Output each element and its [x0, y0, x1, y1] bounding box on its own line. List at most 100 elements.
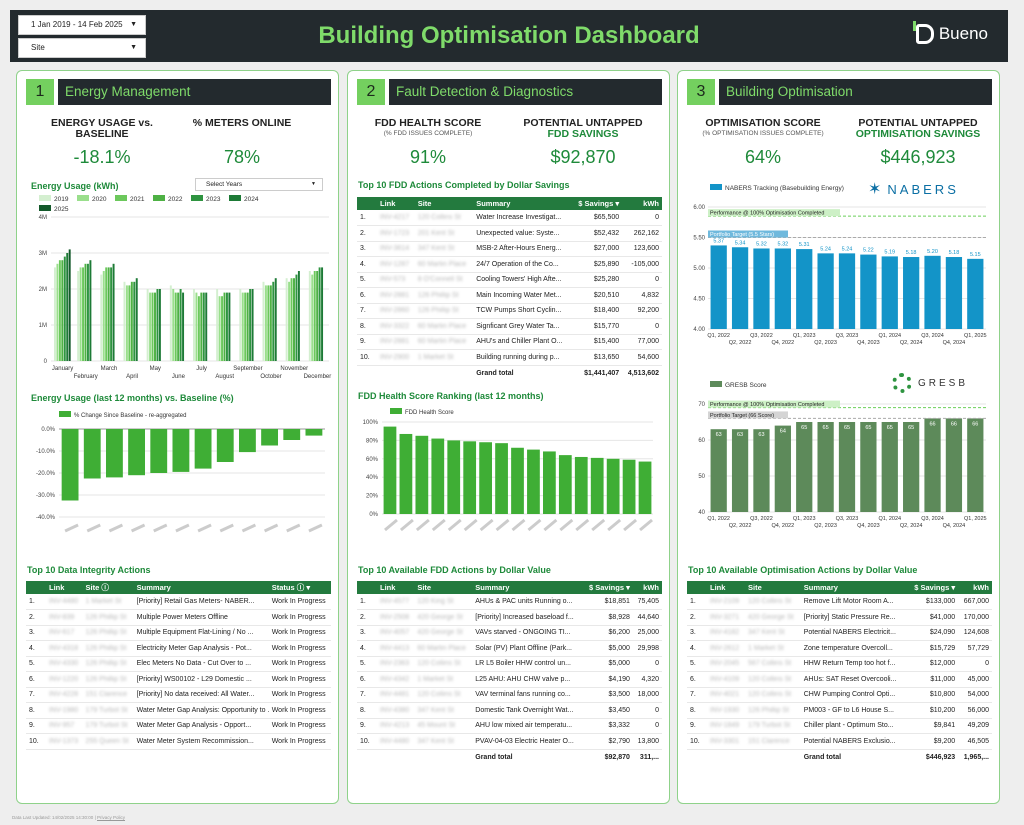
table-row[interactable]: 10. INV-1373 255 Queen St Water Meter Syste…	[26, 733, 331, 750]
table-row[interactable]: 3. INV-4182 347 Kent St Potential NABERS El…	[687, 625, 992, 641]
table-cell[interactable]: INV-2508	[377, 609, 415, 626]
table-row[interactable]: 8. INV-4380 347 Kent St Domestic Tank Overn…	[357, 702, 662, 719]
table-cell[interactable]: INV-573	[377, 272, 415, 288]
table-cell[interactable]: INV-617	[46, 625, 83, 641]
table-row[interactable]: 5. INV-2363 120 Collins St LR L5 Boiler HHW…	[357, 656, 662, 672]
table-row[interactable]: 6. INV-4342 1 Market St L25 AHU: AHU CHW va…	[357, 671, 662, 688]
table-row[interactable]: 5. INV-4330 126 Phillip St Elec Meters No D…	[26, 656, 331, 672]
col-site[interactable]: Site ⓘ	[82, 581, 134, 594]
col-summary[interactable]: Summary	[800, 581, 908, 594]
table-cell[interactable]: INV-4228	[46, 687, 83, 703]
site-select[interactable]: Site ▼	[18, 38, 146, 58]
table-cell[interactable]: INV-957	[46, 718, 83, 734]
table-cell[interactable]: INV-1723	[377, 225, 415, 242]
col-summary[interactable]: Summary	[473, 197, 572, 210]
table-cell[interactable]: INV-2881	[377, 334, 415, 350]
table-cell[interactable]: INV-3301	[707, 733, 746, 750]
col-link[interactable]: Link	[377, 197, 415, 210]
table-cell[interactable]: INV-4577	[377, 594, 415, 610]
table-cell[interactable]: INV-1220	[46, 671, 83, 688]
table-cell[interactable]: INV-4217	[377, 210, 415, 226]
table-row[interactable]: 7. INV-4481 120 Collins St VAV terminal fan…	[357, 687, 662, 703]
table-cell[interactable]: INV-2900	[377, 349, 415, 366]
table-row[interactable]: 5. INV-2045 567 Collins St HHW Return Temp …	[687, 656, 992, 672]
table-row[interactable]: 1. INV-2109 120 Collins St Remove Lift Moto…	[687, 594, 992, 610]
table-row[interactable]: 6. INV-2881 126 Phillip St Main Incoming Wa…	[357, 287, 662, 304]
col-site[interactable]: Site	[414, 197, 474, 210]
select-years-dropdown[interactable]: Select Years ▼	[195, 178, 323, 191]
table-row[interactable]: 7. INV-4228 151 Clarence [Priority] No data…	[26, 687, 331, 703]
table-cell[interactable]: INV-2881	[377, 287, 415, 304]
col-savings[interactable]: $ Savings ▾	[571, 197, 623, 210]
col-link[interactable]: Link	[46, 581, 83, 594]
table-cell[interactable]: INV-4480	[377, 733, 415, 750]
col-savings[interactable]: $ Savings ▾	[583, 581, 633, 594]
col-summary[interactable]: Summary	[133, 581, 269, 594]
table-row[interactable]: 7. INV-2860 126 Phillip St TCW Pumps Short …	[357, 303, 662, 319]
table-cell[interactable]: INV-4330	[46, 656, 83, 672]
col-kwh[interactable]: kWh	[632, 581, 662, 594]
table-cell[interactable]: INV-2045	[707, 656, 746, 672]
table-cell[interactable]: INV-1980	[46, 702, 83, 719]
table-row[interactable]: 8. INV-3322 60 Martin Place Signficant Grey…	[357, 318, 662, 335]
table-cell[interactable]: INV-1287	[377, 256, 415, 273]
table-row[interactable]: 9. INV-4213 45 Mount St AHU low mixed air t…	[357, 718, 662, 734]
table-cell[interactable]: INV-4109	[707, 671, 746, 688]
date-range-select[interactable]: 1 Jan 2019 - 14 Feb 2025 ▼	[18, 15, 146, 35]
table-row[interactable]: 4. INV-1287 60 Martin Place 24/7 Operation …	[357, 256, 662, 273]
table-cell[interactable]: INV-3614	[377, 241, 415, 257]
table-row[interactable]: 4. INV-2612 1 Market St Zone temperature Ov…	[687, 640, 992, 657]
col-summary[interactable]: Summary	[472, 581, 584, 594]
table-row[interactable]: 10. INV-4480 347 Kent St PVAV-04-03 Electri…	[357, 733, 662, 750]
table-cell[interactable]: INV-2612	[707, 640, 746, 657]
table-row[interactable]: 2. INV-2508 420 George St [Priority] Increa…	[357, 609, 662, 626]
table-row[interactable]: 7. INV-4021 120 Collins St CHW Pumping Cont…	[687, 687, 992, 703]
table-row[interactable]: 9. INV-957 179 Turbot St Water Meter Gap An…	[26, 718, 331, 734]
table-cell[interactable]: INV-4380	[377, 702, 415, 719]
table-cell[interactable]: INV-4481	[377, 687, 415, 703]
col-site[interactable]: Site	[414, 581, 473, 594]
table-row[interactable]: 2. INV-3271 420 George St [Priority] Static…	[687, 609, 992, 626]
table-cell[interactable]: INV-4057	[377, 625, 415, 641]
table-cell[interactable]: INV-2860	[377, 303, 415, 319]
table-cell[interactable]: INV-4213	[377, 718, 415, 734]
table-cell[interactable]: INV-1930	[707, 702, 746, 719]
table-row[interactable]: 4. INV-4318 126 Phillip St Electricity Mete…	[26, 640, 331, 657]
col-link[interactable]: Link	[377, 581, 415, 594]
table-row[interactable]: 10. INV-3301 151 Clarence Potential NABERS …	[687, 733, 992, 750]
table-row[interactable]: 3. INV-4057 420 George St VAVs starved - ON…	[357, 625, 662, 641]
table-cell[interactable]: INV-4021	[707, 687, 746, 703]
table-cell[interactable]: INV-1849	[707, 718, 746, 734]
table-row[interactable]: 1. INV-4217 120 Collins St Water Increase I…	[357, 210, 662, 226]
table-row[interactable]: 5. INV-573 8 O'Connell St Cooling Towers' H…	[357, 272, 662, 288]
table-row[interactable]: 10. INV-2900 1 Market St Building running d…	[357, 349, 662, 366]
table-cell[interactable]: INV-4182	[707, 625, 746, 641]
col-kwh[interactable]: kWh	[958, 581, 992, 594]
table-cell[interactable]: INV-4342	[377, 671, 415, 688]
col-site[interactable]: Site	[745, 581, 801, 594]
table-cell[interactable]: INV-3322	[377, 318, 415, 335]
table-row[interactable]: 9. INV-2881 60 Martin Place AHU's and Chill…	[357, 334, 662, 350]
table-row[interactable]: 1. INV-4480 1 Market St [Priority] Retail G…	[26, 594, 331, 610]
table-row[interactable]: 9. INV-1849 179 Turbot St Chiller plant - O…	[687, 718, 992, 734]
col-link[interactable]: Link	[707, 581, 746, 594]
col-kwh[interactable]: kWh	[622, 197, 662, 210]
table-row[interactable]: 6. INV-1220 126 Phillip St [Priority] WS001…	[26, 671, 331, 688]
table-row[interactable]: 2. INV-839 126 Phillip St Multiple Power Me…	[26, 609, 331, 626]
table-row[interactable]: 2. INV-1723 201 Kent St Unexpected value: S…	[357, 225, 662, 242]
table-row[interactable]: 8. INV-1930 126 Phillip St PM003 - GF to L6…	[687, 702, 992, 719]
privacy-link[interactable]: Privacy Policy	[97, 815, 126, 820]
table-row[interactable]: 8. INV-1980 179 Turbot St Water Meter Gap A…	[26, 702, 331, 719]
table-cell[interactable]: INV-4318	[46, 640, 83, 657]
col-savings[interactable]: $ Savings ▾	[907, 581, 959, 594]
table-row[interactable]: 3. INV-3614 347 Kent St MSB-2 After-Hours E…	[357, 241, 662, 257]
table-cell[interactable]: INV-4480	[46, 594, 83, 610]
table-cell[interactable]: INV-4413	[377, 640, 415, 657]
table-row[interactable]: 3. INV-617 126 Phillip St Multiple Equipmen…	[26, 625, 331, 641]
table-cell[interactable]: INV-3271	[707, 609, 746, 626]
table-row[interactable]: 6. INV-4109 120 Collins St AHUs: SAT Reset …	[687, 671, 992, 688]
col-status[interactable]: Status ⓘ ▾	[268, 581, 331, 594]
table-cell[interactable]: INV-2363	[377, 656, 415, 672]
table-cell[interactable]: INV-1373	[46, 733, 83, 750]
table-cell[interactable]: INV-839	[46, 609, 83, 626]
